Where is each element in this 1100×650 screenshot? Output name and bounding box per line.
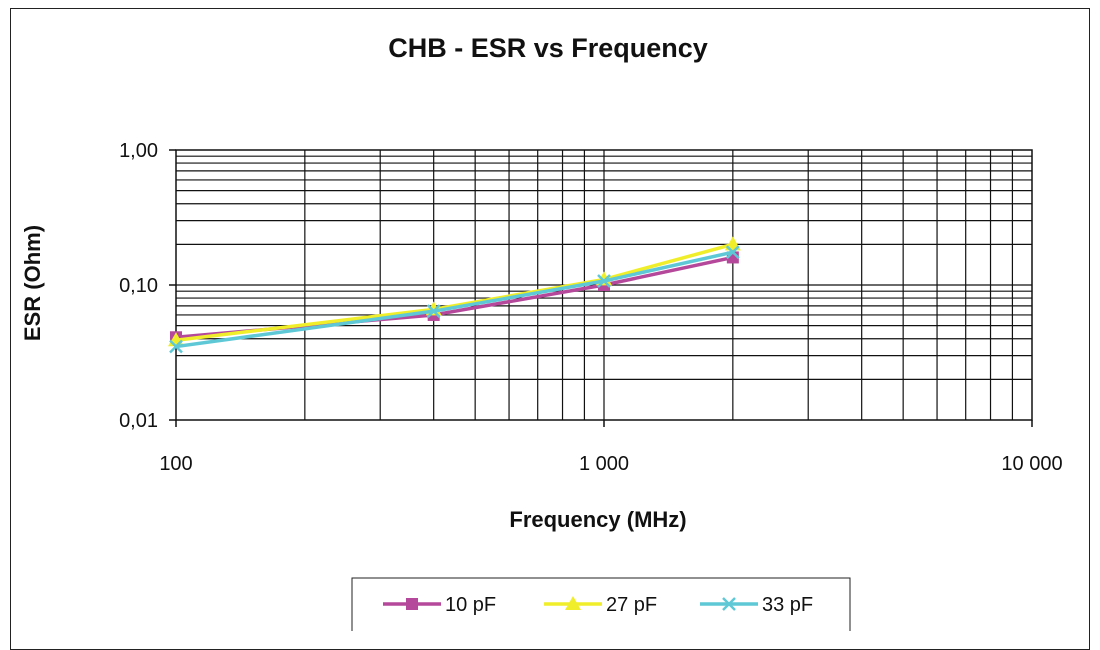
x-marker-stroke — [722, 597, 736, 611]
x-axis-label: Frequency (MHz) — [509, 507, 686, 532]
legend-item: 10 pF — [383, 594, 496, 616]
data-point — [726, 251, 739, 264]
chart-title: CHB - ESR vs Frequency — [388, 33, 708, 63]
series-line — [175, 250, 734, 349]
y-axis-label: ESR (Ohm) — [20, 225, 45, 341]
data-point — [725, 245, 740, 260]
x-tick-label: 100 — [159, 453, 192, 475]
series-group — [168, 236, 741, 354]
y-tick-label: 0,01 — [119, 410, 158, 432]
y-tick-label: 1,00 — [119, 140, 158, 162]
x-marker-stroke — [597, 274, 611, 288]
legend-label: 27 pF — [606, 594, 657, 616]
legend-label: 10 pF — [445, 594, 496, 616]
legend-item: 33 pF — [700, 594, 813, 616]
y-tick-label: 0,10 — [119, 275, 158, 297]
legend: 10 pF 27 pF 33 pF — [383, 594, 813, 616]
data-point — [426, 304, 441, 319]
legend-item: 27 pF — [544, 594, 657, 616]
x-marker-stroke — [426, 304, 441, 319]
series-33-pf — [169, 245, 740, 354]
legend-marker — [565, 596, 581, 610]
chart-frame — [10, 8, 1090, 650]
data-point — [169, 339, 183, 354]
legend-label: 33 pF — [762, 594, 813, 616]
x-tick-label: 1 000 — [579, 453, 629, 475]
x-marker-stroke — [169, 339, 183, 354]
x-tick-label: 10 000 — [1001, 453, 1062, 475]
x-marker-stroke — [725, 245, 740, 260]
data-point — [597, 274, 611, 288]
legend-marker — [722, 597, 736, 611]
legend-marker — [406, 598, 418, 610]
